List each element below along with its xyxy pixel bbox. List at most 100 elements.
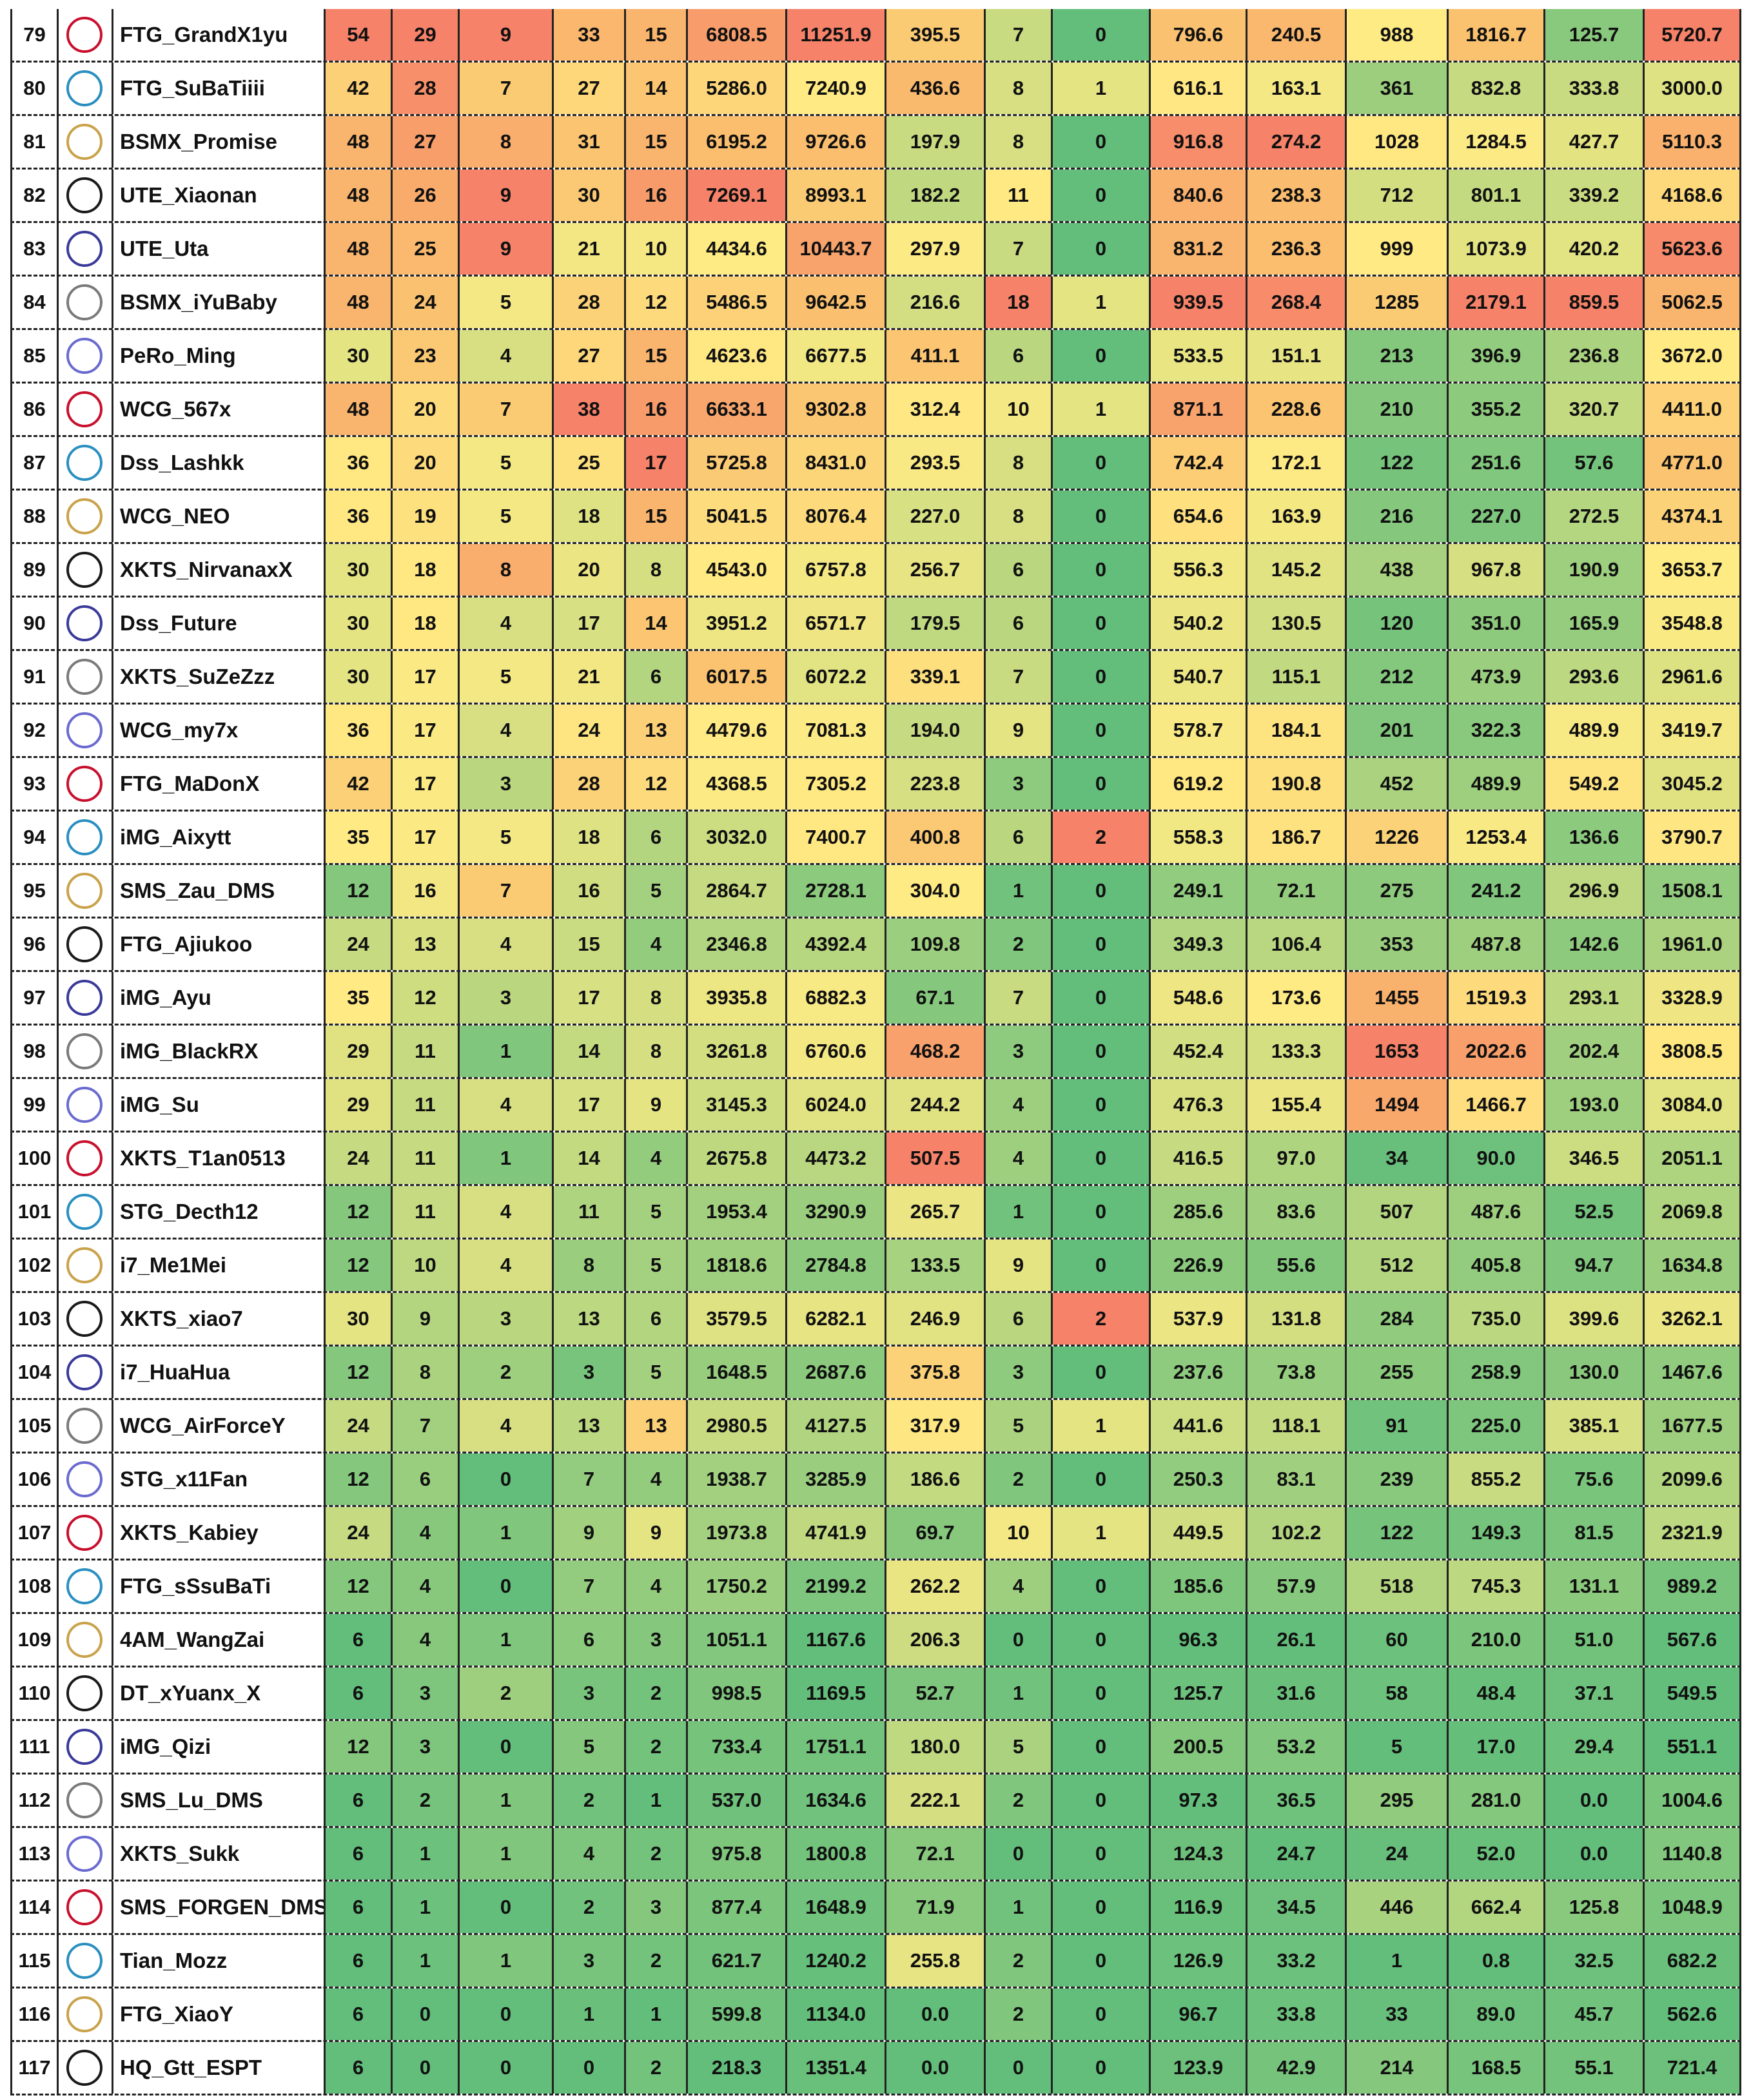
team-logo (59, 812, 113, 863)
stat-cell: 13 (554, 1293, 626, 1345)
stat-cell: 90.0 (1449, 1133, 1545, 1184)
stat-cell: 556.3 (1151, 544, 1247, 596)
stat-cell: 4127.5 (787, 1400, 886, 1452)
rank: 107 (10, 1507, 59, 1559)
team-logo (59, 223, 113, 275)
stat-cell: 200.5 (1151, 1721, 1247, 1773)
stat-cell: 0 (460, 1988, 554, 2040)
stat-cell: 262.2 (886, 1560, 986, 1612)
stat-cell: 52.5 (1545, 1186, 1645, 1238)
stat-cell: 7081.3 (787, 705, 886, 756)
stat-cell: 1004.6 (1645, 1774, 1741, 1826)
stat-cell: 6 (986, 330, 1053, 382)
stat-cell: 5041.5 (688, 491, 787, 542)
player-name: HQ_Gtt_ESPT (113, 2042, 326, 2094)
stat-cell: 51.0 (1545, 1614, 1645, 1666)
rank: 88 (10, 491, 59, 542)
team-logo (59, 1828, 113, 1880)
stat-cell: 30 (326, 651, 393, 703)
stat-cell: 6808.5 (688, 9, 787, 61)
stat-cell: 6 (554, 1614, 626, 1666)
stat-cell: 173.6 (1247, 972, 1347, 1024)
stat-cell: 1 (393, 1828, 460, 1880)
stat-cell: 3 (626, 1614, 688, 1666)
stat-cell: 831.2 (1151, 223, 1247, 275)
stat-cell: 5 (460, 812, 554, 863)
table-row: 113 XKTS_Sukk 6 1 1 4 2 975.8 1800.8 72.1 0 0 124.3 2… (10, 1828, 1741, 1881)
player-name: WCG_567x (113, 384, 326, 435)
stat-cell: 411.1 (886, 330, 986, 382)
stat-cell: 420.2 (1545, 223, 1645, 275)
team-logo (59, 491, 113, 542)
stat-cell: 5 (554, 1721, 626, 1773)
stat-cell: 1519.3 (1449, 972, 1545, 1024)
stat-cell: 275 (1347, 865, 1449, 917)
rank: 95 (10, 865, 59, 917)
stat-cell: 353 (1347, 919, 1449, 970)
stat-cell: 4 (460, 1240, 554, 1291)
stat-cell: 1 (986, 1186, 1053, 1238)
stat-cell: 33.2 (1247, 1935, 1347, 1987)
stat-cell: 3 (460, 1293, 554, 1345)
stat-cell: 3262.1 (1645, 1293, 1741, 1345)
stat-cell: 36 (326, 705, 393, 756)
stat-cell: 540.7 (1151, 651, 1247, 703)
stat-cell: 8 (460, 544, 554, 596)
player-name: XKTS_T1an0513 (113, 1133, 326, 1184)
stat-cell: 125.7 (1545, 9, 1645, 61)
stat-cell: 151.1 (1247, 330, 1347, 382)
stat-cell: 186.6 (886, 1453, 986, 1505)
stat-cell: 6 (326, 1614, 393, 1666)
stat-cell: 7269.1 (688, 170, 787, 221)
logo-icon (66, 124, 103, 160)
stat-cell: 296.9 (1545, 865, 1645, 917)
stat-cell: 4 (460, 330, 554, 382)
stat-cell: 122 (1347, 1507, 1449, 1559)
stat-cell: 125.7 (1151, 1667, 1247, 1719)
stat-cell: 9 (626, 1079, 688, 1131)
stat-cell: 0 (1053, 1453, 1151, 1505)
stat-cell: 83.1 (1247, 1453, 1347, 1505)
stat-cell: 3548.8 (1645, 598, 1741, 649)
stat-cell: 2 (986, 919, 1053, 970)
table-row: 97 iMG_Ayu 35 12 3 17 8 3935.8 6882.3 67.1 7 0 548.6… (10, 972, 1741, 1026)
stat-cell: 0 (1053, 1667, 1151, 1719)
stat-cell: 8 (554, 1240, 626, 1291)
stat-cell: 18 (393, 544, 460, 596)
stat-cell: 2 (986, 1935, 1053, 1987)
stat-cell: 3 (393, 1667, 460, 1719)
rank: 111 (10, 1721, 59, 1773)
logo-icon (66, 766, 103, 802)
table-row: 86 WCG_567x 48 20 7 38 16 6633.1 9302.8 312.4 10 1 8… (10, 384, 1741, 437)
logo-icon (66, 605, 103, 641)
stat-cell: 0 (986, 2042, 1053, 2094)
stat-cell: 0 (1053, 1026, 1151, 1077)
stat-cell: 558.3 (1151, 812, 1247, 863)
stat-cell: 30 (326, 598, 393, 649)
logo-icon (66, 1194, 103, 1230)
stat-cell: 1140.8 (1645, 1828, 1741, 1880)
table-row: 89 XKTS_NirvanaxX 30 18 8 20 8 4543.0 6757.8 256.… (10, 544, 1741, 598)
stat-cell: 1508.1 (1645, 865, 1741, 917)
stat-cell: 1800.8 (787, 1828, 886, 1880)
stat-cell: 16 (393, 865, 460, 917)
stat-cell: 5110.3 (1645, 116, 1741, 168)
stat-cell: 0 (1053, 972, 1151, 1024)
stat-cell: 742.4 (1151, 437, 1247, 489)
stat-cell: 2728.1 (787, 865, 886, 917)
stat-cell: 8076.4 (787, 491, 886, 542)
stat-cell: 476.3 (1151, 1079, 1247, 1131)
stat-cell: 468.2 (886, 1026, 986, 1077)
player-name: XKTS_NirvanaxX (113, 544, 326, 596)
rank: 93 (10, 758, 59, 810)
stat-cell: 142.6 (1545, 919, 1645, 970)
stat-cell: 97.0 (1247, 1133, 1347, 1184)
table-row: 108 FTG_sSsuBaTi 12 4 0 7 4 1750.2 2199.2 262.2 4 0… (10, 1560, 1741, 1614)
stat-cell: 106.4 (1247, 919, 1347, 970)
stat-cell: 17 (626, 437, 688, 489)
rank: 82 (10, 170, 59, 221)
logo-icon (66, 659, 103, 695)
stat-cell: 190.8 (1247, 758, 1347, 810)
rank: 115 (10, 1935, 59, 1987)
player-name: BSMX_iYuBaby (113, 277, 326, 328)
